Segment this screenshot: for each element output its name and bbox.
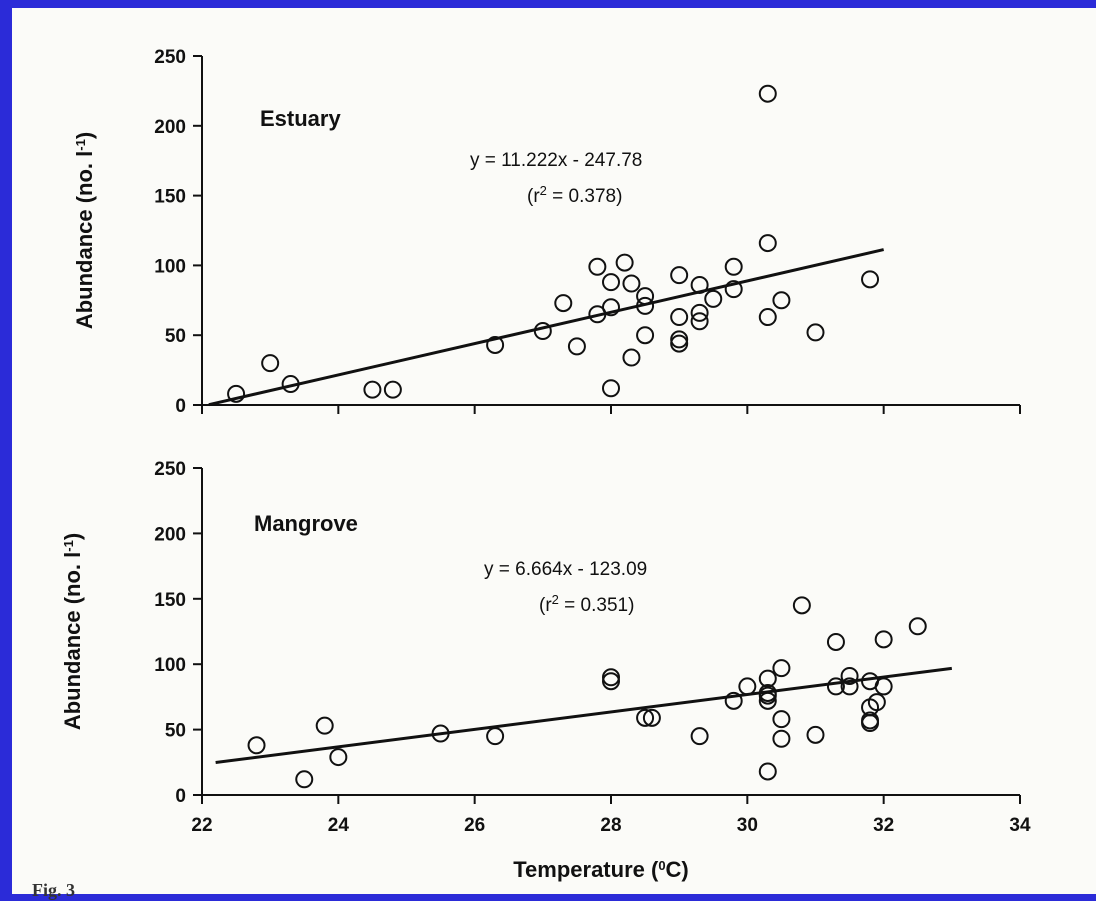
mangrove-x-axis-label: Temperature (0C) [513, 857, 689, 882]
estuary-data-point [704, 289, 723, 308]
mangrove-data-point [861, 714, 880, 733]
estuary-data-point [724, 257, 743, 276]
estuary-data-point [588, 257, 607, 276]
estuary-y-tick-label: 50 [165, 326, 186, 347]
mangrove-data-point [840, 666, 859, 685]
estuary-data-point [758, 234, 777, 253]
estuary-data-point [602, 273, 620, 292]
mangrove-x-tick-label: 22 [191, 815, 212, 836]
mangrove-data-point [247, 736, 266, 755]
estuary-data-point [636, 326, 655, 345]
mangrove-x-tick-label: 24 [328, 815, 350, 836]
mangrove-data-point [792, 596, 811, 615]
estuary-data-point [758, 84, 777, 103]
estuary-y-tick-label: 200 [154, 117, 186, 138]
estuary-y-axis-label: Abundance (no. l-1) [72, 132, 97, 329]
mangrove-x-tick-label: 30 [737, 815, 758, 836]
estuary-data-point [622, 274, 641, 293]
mangrove-data-point [329, 748, 348, 767]
mangrove-x-tick-label: 26 [464, 815, 485, 836]
estuary-data-point [622, 348, 641, 367]
mangrove-data-point [908, 617, 927, 636]
estuary-data-point [383, 380, 402, 399]
estuary-y-tick-label: 150 [154, 187, 186, 208]
estuary-data-point [602, 298, 620, 317]
mangrove-data-point [826, 677, 845, 696]
estuary-data-point [861, 270, 880, 289]
mangrove-data-point [602, 672, 620, 691]
mangrove-data-point [874, 677, 893, 696]
estuary-data-point [690, 275, 709, 294]
estuary-data-point [554, 294, 573, 313]
mangrove-trendline [215, 666, 953, 764]
mangrove-data-point [315, 716, 334, 735]
mangrove-data-point [874, 630, 893, 649]
mangrove-data-point [486, 727, 505, 746]
estuary-data-point [670, 334, 689, 353]
mangrove-y-tick-label: 250 [154, 459, 186, 480]
mangrove-data-point [758, 669, 777, 688]
estuary-y-tick-label: 0 [175, 396, 186, 417]
estuary-data-point [690, 303, 709, 322]
estuary-data-point [690, 312, 709, 331]
estuary-data-point [567, 337, 586, 356]
estuary-data-point [261, 354, 280, 373]
mangrove-data-point [840, 677, 859, 696]
mangrove-y-tick-label: 50 [165, 721, 186, 742]
estuary-data-point [533, 322, 552, 341]
estuary-data-point [281, 375, 300, 394]
mangrove-r-squared: (r2 = 0.351) [539, 592, 634, 617]
mangrove-data-point [738, 677, 757, 696]
mangrove-data-point [636, 708, 655, 727]
mangrove-x-tick-label: 34 [1009, 815, 1031, 836]
mangrove-panel-title: Mangrove [254, 511, 358, 536]
mangrove-data-point [772, 659, 791, 678]
estuary-data-point [636, 287, 655, 306]
estuary-data-point [806, 323, 825, 342]
estuary-data-point [670, 330, 689, 349]
mangrove-data-point [642, 708, 661, 727]
estuary-data-point [602, 379, 620, 398]
mangrove-data-point [602, 668, 620, 687]
estuary-r-squared: (r2 = 0.378) [527, 183, 622, 208]
caption-fragment: Fig. 3 [32, 880, 75, 900]
estuary-data-point [670, 308, 689, 327]
estuary-trendline [208, 248, 885, 407]
mangrove-y-tick-label: 150 [154, 590, 186, 611]
estuary-data-point [363, 380, 382, 399]
mangrove-data-point [295, 770, 314, 789]
mangrove-data-point [724, 691, 743, 710]
estuary-y-tick-label: 250 [154, 47, 186, 68]
estuary-equation: y = 11.222x - 247.78 [470, 150, 642, 171]
mangrove-data-point [772, 710, 791, 729]
estuary-data-point [670, 266, 689, 285]
mangrove-equation: y = 6.664x - 123.09 [484, 559, 647, 580]
mangrove-data-point [826, 632, 845, 651]
mangrove-data-point [867, 693, 886, 712]
estuary-data-point [724, 280, 743, 299]
estuary-data-point [636, 296, 655, 315]
mangrove-data-point [690, 727, 709, 746]
mangrove-x-tick-label: 32 [873, 815, 894, 836]
estuary-data-point [227, 384, 246, 403]
estuary-y-tick-label: 100 [154, 256, 186, 277]
mangrove-data-point [431, 724, 450, 743]
mangrove-y-tick-label: 0 [175, 786, 186, 807]
estuary-data-point [758, 308, 777, 327]
estuary-data-point [772, 291, 791, 310]
mangrove-data-point [758, 762, 777, 781]
mangrove-data-point [806, 725, 825, 744]
mangrove-data-point [772, 729, 791, 748]
estuary-panel-title: Estuary [260, 106, 341, 131]
mangrove-data-point [758, 686, 777, 705]
mangrove-y-tick-label: 200 [154, 524, 186, 545]
chart-panel: 0 50 100 150 200 250 Estuary y = 11.222x - 247.… [12, 8, 1096, 900]
mangrove-y-tick-label: 100 [154, 655, 186, 676]
mangrove-y-axis-label: Abundance (no. l-1) [60, 533, 85, 730]
mangrove-x-tick-label: 28 [600, 815, 621, 836]
mangrove-data-point [758, 691, 777, 710]
estuary-data-point [615, 253, 634, 272]
chart-figure: 0 50 100 150 200 250 Estuary y = 11.222x - 247.… [60, 47, 1031, 882]
estuary-data-point [486, 335, 505, 354]
